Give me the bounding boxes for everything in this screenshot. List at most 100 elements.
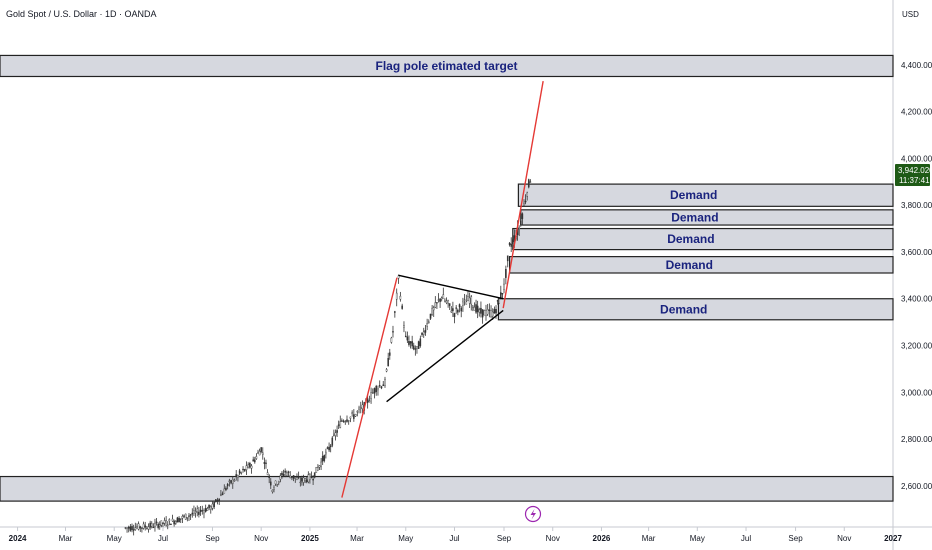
time-tick-label[interactable]: May — [398, 534, 413, 543]
price-tick-label[interactable]: 4,400.000 — [901, 61, 932, 70]
zone-box[interactable] — [0, 475, 894, 502]
candle-body — [436, 302, 438, 304]
candle-body — [339, 421, 342, 428]
zone-box[interactable] — [0, 54, 894, 78]
candle-body — [277, 481, 280, 484]
candle-body — [265, 462, 267, 464]
zone-box[interactable] — [497, 298, 894, 321]
triangle-upper-line[interactable] — [398, 274, 504, 300]
time-tick-label[interactable]: Mar — [59, 534, 73, 543]
price-tick-label[interactable]: 3,800.000 — [901, 201, 932, 210]
time-tick-label[interactable]: May — [107, 534, 122, 543]
time-tick-label[interactable]: 2026 — [593, 534, 611, 543]
time-tick-label[interactable]: May — [690, 534, 705, 543]
time-tick-label[interactable]: Mar — [642, 534, 656, 543]
zone-box[interactable] — [509, 256, 894, 274]
price-tick-label[interactable]: 2,800.000 — [901, 435, 932, 444]
candle-body — [437, 299, 440, 301]
time-tick-label[interactable]: 2024 — [9, 534, 27, 543]
candle-body — [403, 325, 405, 328]
time-tick-label[interactable]: Sep — [205, 534, 220, 543]
candle-body — [171, 518, 174, 522]
candle-body — [301, 477, 303, 482]
price-tick-label[interactable]: 3,400.000 — [901, 295, 932, 304]
candle-body — [286, 472, 288, 477]
candle-body — [518, 227, 520, 230]
candle-body — [129, 526, 132, 531]
candle-body — [450, 310, 453, 313]
candle-body — [318, 465, 321, 468]
candle-body — [213, 502, 215, 508]
candle-body — [490, 310, 492, 317]
price-tick-label[interactable]: 3,600.000 — [901, 248, 932, 257]
candle-body — [359, 407, 362, 410]
candle-body — [282, 473, 285, 476]
zone-label: Demand — [667, 232, 714, 246]
candle-body — [284, 470, 286, 473]
price-candles — [124, 178, 532, 536]
time-tick-label[interactable]: Nov — [546, 534, 560, 543]
trend-line[interactable] — [502, 81, 544, 309]
price-tick-label[interactable]: 3,000.000 — [901, 388, 932, 397]
candle-body — [331, 437, 334, 446]
candle-body — [388, 352, 391, 356]
zone-label: Flag pole etimated target — [375, 59, 517, 73]
time-tick-label[interactable]: Jul — [741, 534, 751, 543]
candle-body — [231, 479, 234, 484]
candle-body — [486, 309, 489, 315]
candle-body — [294, 477, 297, 479]
candle-body — [481, 309, 484, 318]
candle-body — [431, 307, 433, 315]
candle-body — [297, 476, 300, 479]
candle-body — [281, 472, 283, 475]
candle-body — [184, 513, 187, 520]
event-marker[interactable] — [524, 505, 542, 523]
candle-body — [390, 337, 393, 343]
candle-body — [269, 481, 272, 486]
price-tick-label[interactable]: 2,600.000 — [901, 482, 932, 491]
candle-body — [382, 384, 385, 387]
candle-body — [243, 469, 246, 472]
candle-body — [220, 494, 222, 496]
candle-body — [529, 181, 532, 183]
candle-body — [226, 483, 229, 487]
time-axis-ticks[interactable]: 2024 Mar May Jul Sep Nov 2025 Mar May Jul Sep Nov 20… — [9, 527, 903, 543]
triangle-lower-line[interactable] — [386, 309, 504, 403]
time-tick-label[interactable]: Nov — [254, 534, 268, 543]
candle-body — [440, 297, 443, 300]
candle-body — [247, 464, 249, 469]
candle-body — [313, 472, 316, 478]
candle-body — [384, 378, 386, 386]
price-tick-label[interactable]: 4,200.000 — [901, 108, 932, 117]
candle-body — [165, 520, 167, 526]
time-tick-label[interactable]: Sep — [497, 534, 512, 543]
price-tick-label[interactable]: 3,200.000 — [901, 342, 932, 351]
candle-body — [426, 323, 428, 327]
zone-box[interactable] — [517, 183, 894, 207]
currency-label[interactable]: USD — [902, 10, 919, 19]
price-tick-label[interactable]: 4,000.000 — [901, 154, 932, 163]
time-tick-label[interactable]: 2025 — [301, 534, 319, 543]
candle-body — [465, 301, 468, 305]
price-axis-ticks[interactable]: 2,600.000 2,800.000 3,000.000 3,200.000 3,40… — [901, 61, 932, 491]
candle-body — [254, 459, 256, 463]
time-tick-label[interactable]: Nov — [837, 534, 851, 543]
candle-body — [157, 523, 159, 528]
candle-body — [453, 313, 456, 318]
symbol-title[interactable]: Gold Spot / U.S. Dollar · 1D · OANDA — [6, 9, 157, 19]
candle-body — [377, 388, 379, 391]
candle-body — [445, 300, 448, 303]
time-tick-label[interactable]: Jul — [158, 534, 168, 543]
candle-body — [132, 529, 135, 531]
candle-body — [261, 452, 264, 455]
candle-body — [523, 203, 525, 206]
candle-body — [198, 511, 200, 515]
time-tick-label[interactable]: Sep — [788, 534, 803, 543]
time-tick-label[interactable]: 2027 — [884, 534, 902, 543]
candle-body — [271, 489, 274, 492]
time-tick-label[interactable]: Jul — [449, 534, 459, 543]
time-tick-label[interactable]: Mar — [350, 534, 364, 543]
trend-line[interactable] — [341, 277, 398, 498]
